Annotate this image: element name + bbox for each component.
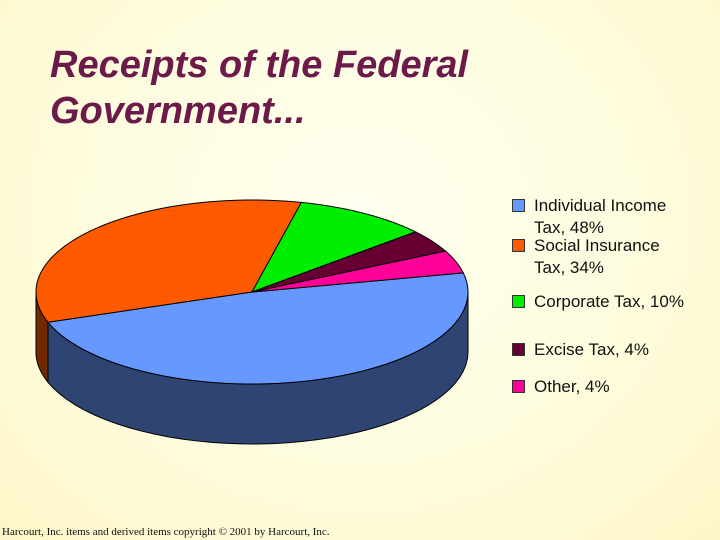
legend-swatch	[512, 343, 525, 356]
legend-swatch	[512, 295, 525, 308]
legend-label: Social Insurance Tax, 34%	[534, 236, 660, 277]
footnote: Harcourt, Inc. items and derived items c…	[2, 526, 330, 538]
legend-label: Excise Tax, 4%	[534, 340, 649, 359]
chart-title: Receipts of the Federal Government...	[50, 44, 469, 132]
legend-swatch	[512, 199, 525, 212]
slice	[251, 231, 447, 293]
legend-label: Other, 4%	[534, 377, 610, 396]
slice	[250, 201, 417, 293]
legend-label: Corporate Tax, 10%	[534, 292, 684, 311]
slice	[35, 199, 303, 323]
slice	[251, 250, 465, 293]
slice	[47, 272, 469, 385]
legend-swatch	[512, 380, 525, 393]
legend-label: Individual Income Tax, 48%	[534, 196, 667, 237]
legend-swatch	[512, 239, 525, 252]
